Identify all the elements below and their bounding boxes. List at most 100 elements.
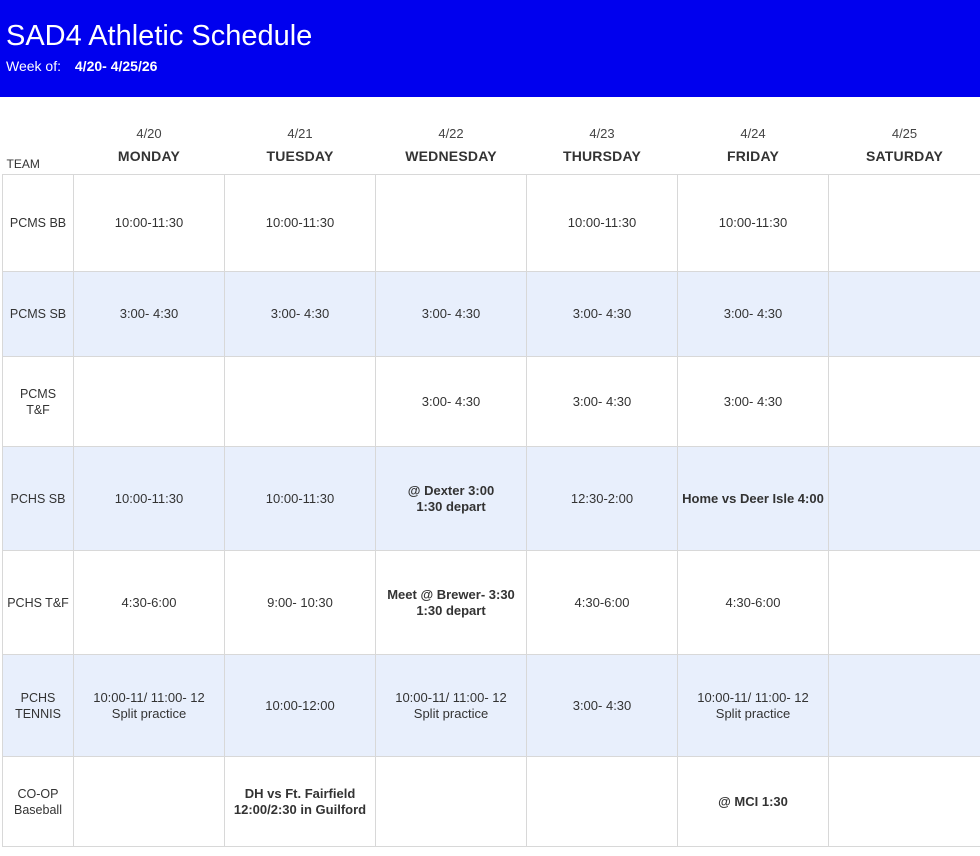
schedule-cell: 3:00- 4:30: [375, 356, 527, 447]
team-name: PCHS: [20, 690, 56, 705]
header-row: TEAM 4/20 MONDAY 4/21 TUESDAY 4/22 WEDNESDAY 4…: [3, 113, 980, 175]
event-text: 3:00- 4:30: [421, 393, 481, 409]
schedule-cell: [828, 446, 980, 551]
page-title: SAD4 Athletic Schedule: [6, 20, 313, 52]
schedule-cell: 10:00-11/ 11:00- 12 Split practice: [677, 654, 829, 757]
event-text: 10:00-11:30: [265, 215, 335, 230]
day-name: THURSDAY: [562, 148, 642, 164]
day-date: 4/24: [740, 126, 766, 141]
schedule-cell: Meet @ Brewer- 3:30 1:30 depart: [375, 550, 527, 655]
schedule-cell: Home vs Deer Isle 4:00: [677, 446, 829, 551]
schedule-cell: 10:00-11/ 11:00- 12 Split practice: [73, 654, 225, 757]
schedule-cell: 3:00- 4:30: [677, 271, 829, 357]
event-text: 3:00- 4:30: [723, 306, 783, 321]
team-row: PCHS T&F 4:30-6:00 9:00- 10:30 Meet @ Brewe…: [2, 550, 980, 655]
team-name: PCMS SB: [9, 307, 67, 321]
event-text: 10:00-11:30: [114, 490, 184, 506]
team-row: PCMS T&F 3:00- 4:30 3:00- 4:30 3:00- 4:30: [2, 356, 980, 447]
schedule-cell: [375, 756, 527, 847]
day-name: SATURDAY: [865, 148, 944, 164]
schedule-cell: [828, 550, 980, 655]
event-text: 10:00-11/ 11:00- 12: [93, 689, 205, 705]
day-name: TUESDAY: [266, 148, 334, 164]
schedule-cell: 10:00-11:30: [73, 174, 225, 272]
event-text: 10:00-12:00: [265, 697, 335, 713]
schedule-cell: 10:00-11:30: [224, 446, 376, 551]
event-text: 3:00- 4:30: [572, 306, 632, 321]
schedule-cell: 3:00- 4:30: [375, 271, 527, 357]
event-text: 1:30 depart: [416, 498, 486, 514]
schedule-cell: 10:00-11/ 11:00- 12 Split practice: [375, 654, 527, 757]
event-text: 4:30-6:00: [121, 594, 177, 610]
team-name-cell: PCMS SB: [2, 271, 74, 357]
team-name: PCMS BB: [9, 216, 67, 230]
schedule-cell: [526, 756, 678, 847]
day-column-header: 4/24 FRIDAY: [678, 113, 829, 175]
schedule-cell: [73, 356, 225, 447]
event-text: @ Dexter 3:00: [407, 482, 495, 498]
day-column-header: 4/23 THURSDAY: [527, 113, 678, 175]
event-text: 3:00- 4:30: [572, 393, 632, 409]
event-text: Split practice: [111, 705, 187, 721]
day-column-header: 4/22 WEDNESDAY: [376, 113, 527, 175]
event-text: Home vs Deer Isle 4:00: [682, 490, 824, 506]
event-text: 1:30 depart: [416, 602, 486, 618]
schedule-cell: 4:30-6:00: [526, 550, 678, 655]
schedule-cell: 4:30-6:00: [677, 550, 829, 655]
event-text: 4:30-6:00: [725, 594, 781, 610]
team-name: PCHS SB: [10, 491, 66, 506]
schedule-cell: [828, 174, 980, 272]
schedule-cell: 3:00- 4:30: [526, 271, 678, 357]
schedule-cell: [828, 756, 980, 847]
schedule-cell: 10:00-11:30: [224, 174, 376, 272]
event-text: 10:00-11:30: [718, 215, 788, 230]
team-name-cell: CO-OP Baseball: [2, 756, 74, 847]
day-name: MONDAY: [117, 148, 181, 164]
event-text: 3:00- 4:30: [572, 697, 632, 713]
day-date: 4/20: [136, 126, 162, 141]
schedule-cell: [375, 174, 527, 272]
team-row: PCMS SB 3:00- 4:30 3:00- 4:30 3:00- 4:30 3:0…: [2, 271, 980, 357]
team-name-cell: PCMS BB: [2, 174, 74, 272]
schedule-body: PCMS BB 10:00-11:30 10:00-11:30 10:00-11:30…: [2, 174, 980, 847]
team-name-cell: PCHS T&F: [2, 550, 74, 655]
schedule-cell: 10:00-11:30: [73, 446, 225, 551]
day-date: 4/25: [891, 126, 918, 141]
event-text: Split practice: [413, 705, 489, 721]
team-name: Baseball: [14, 802, 62, 817]
schedule-cell: DH vs Ft. Fairfield 12:00/2:30 in Guilfor…: [224, 756, 376, 847]
event-text: 3:00- 4:30: [723, 393, 783, 409]
event-text: 3:00- 4:30: [270, 306, 330, 321]
team-name: CO-OP: [17, 786, 59, 801]
schedule-cell: 3:00- 4:30: [73, 271, 225, 357]
team-name: PCHS T&F: [7, 595, 69, 610]
week-range: 4/20- 4/25/26: [74, 58, 158, 74]
team-column-header: TEAM: [6, 157, 40, 171]
schedule-cell: 12:30-2:00: [526, 446, 678, 551]
team-row: CO-OP Baseball DH vs Ft. Fairfield 12:00/2:…: [2, 756, 980, 847]
event-text: 4:30-6:00: [574, 594, 630, 610]
schedule-cell: [828, 356, 980, 447]
day-column-header: 4/21 TUESDAY: [225, 113, 376, 175]
schedule-cell: 10:00-11:30: [677, 174, 829, 272]
schedule-cell: [828, 271, 980, 357]
team-row: PCHS TENNIS 10:00-11/ 11:00- 12 Split pract…: [2, 654, 980, 757]
event-text: 12:30-2:00: [570, 490, 634, 506]
schedule-cell: 3:00- 4:30: [677, 356, 829, 447]
event-text: DH vs Ft. Fairfield: [244, 785, 356, 801]
schedule-cell: @ Dexter 3:00 1:30 depart: [375, 446, 527, 551]
event-text: 12:00/2:30 in Guilford: [233, 801, 367, 817]
event-text: @ MCI 1:30: [718, 793, 788, 809]
day-date: 4/21: [287, 126, 313, 141]
schedule-cell: 3:00- 4:30: [224, 271, 376, 357]
team-name-cell: PCHS SB: [2, 446, 74, 551]
schedule-cell: [224, 356, 376, 447]
team-name-cell: PCMS T&F: [2, 356, 74, 447]
event-text: Split practice: [715, 705, 791, 721]
schedule-cell: [828, 654, 980, 757]
team-name-cell: PCHS TENNIS: [2, 654, 74, 757]
schedule-cell: [73, 756, 225, 847]
day-date: 4/23: [589, 126, 615, 141]
event-text: 10:00-11/ 11:00- 12: [395, 689, 507, 705]
schedule-cell: 10:00-11:30: [526, 174, 678, 272]
